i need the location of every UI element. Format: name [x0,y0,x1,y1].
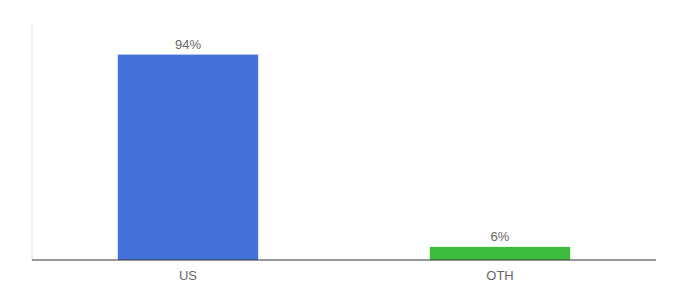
chart-svg: 94% 6% US OTH [0,0,680,300]
bar [430,247,570,260]
x-axis-line [32,260,656,261]
chart-container: 94% 6% US OTH [0,0,680,300]
y-axis-line [32,24,33,260]
data-label: 6% [491,229,510,244]
x-tick-label: US [179,268,197,283]
x-tick-label: OTH [486,268,513,283]
data-labels: 94% 6% [175,37,510,244]
x-tick-labels: US OTH [179,268,514,283]
plot-area [118,55,570,260]
bar [118,55,258,260]
data-label: 94% [175,37,201,52]
